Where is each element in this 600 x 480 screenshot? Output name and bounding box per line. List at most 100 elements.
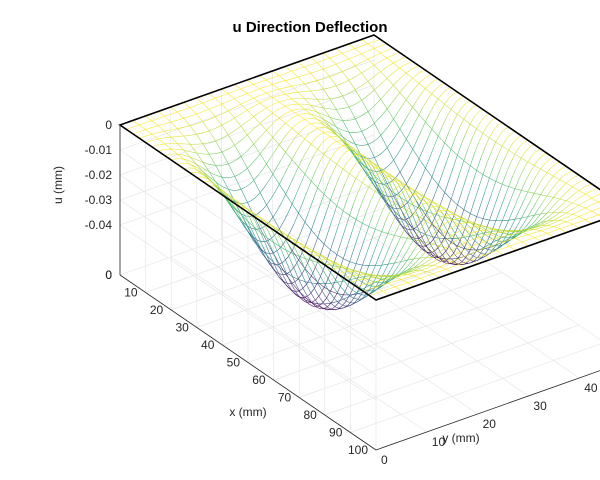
- mesh-segment: [297, 61, 305, 68]
- mesh-segment: [311, 302, 316, 307]
- mesh-segment: [396, 261, 402, 269]
- mesh-segment: [190, 156, 195, 160]
- mesh-segment: [266, 255, 272, 265]
- mesh-segment: [356, 274, 364, 280]
- mesh-segment: [583, 212, 588, 216]
- mesh-segment: [463, 160, 471, 167]
- mesh-segment: [547, 219, 554, 222]
- mesh-segment: [463, 112, 469, 120]
- mesh-segment: [428, 224, 433, 230]
- mesh-segment: [353, 191, 359, 204]
- mesh-segment: [249, 209, 255, 215]
- mesh-segment: [247, 91, 252, 94]
- mesh-segment: [397, 58, 402, 61]
- floor-grid-line-y: [373, 184, 600, 340]
- mesh-segment: [395, 187, 401, 198]
- mesh-segment: [145, 129, 153, 135]
- mesh-segment: [572, 183, 577, 188]
- mesh-segment: [585, 207, 592, 212]
- mesh-segment: [411, 271, 417, 274]
- mesh-segment: [189, 105, 195, 108]
- mesh-segment: [450, 109, 458, 115]
- mesh-segment: [422, 271, 427, 274]
- mesh-segment: [200, 131, 205, 134]
- mesh-segment: [484, 137, 490, 148]
- mesh-segment: [401, 72, 407, 77]
- mesh-segment: [311, 260, 319, 263]
- mesh-segment: [553, 197, 560, 200]
- mesh-segment: [287, 128, 293, 134]
- mesh-segment: [514, 210, 520, 220]
- mesh-segment: [336, 163, 344, 170]
- mesh-segment: [479, 229, 484, 232]
- mesh-segment: [259, 87, 265, 90]
- mesh-segment: [330, 290, 338, 294]
- mesh-segment: [328, 269, 334, 277]
- mesh-segment: [289, 223, 295, 233]
- mesh-segment: [136, 130, 142, 133]
- mesh-segment: [247, 168, 255, 181]
- mesh-segment: [521, 190, 528, 193]
- mesh-segment: [251, 215, 257, 224]
- mesh-segment: [328, 218, 333, 232]
- mesh-segment: [300, 173, 306, 185]
- mesh-segment: [377, 278, 383, 280]
- mesh-segment: [385, 183, 391, 189]
- mesh-segment: [281, 278, 287, 286]
- mesh-segment: [437, 98, 445, 105]
- mesh-segment: [241, 214, 246, 224]
- mesh-segment: [329, 74, 334, 78]
- mesh-segment: [399, 67, 407, 74]
- mesh-segment: [420, 88, 426, 95]
- mesh-segment: [245, 184, 250, 188]
- mesh-segment: [321, 167, 327, 178]
- mesh-segment: [211, 98, 216, 101]
- mesh-segment: [468, 252, 474, 255]
- mesh-segment: [224, 191, 229, 196]
- mesh-segment: [508, 143, 513, 151]
- mesh-segment: [432, 254, 437, 260]
- mesh-segment: [431, 128, 439, 137]
- mesh-segment: [576, 180, 582, 184]
- mesh-segment: [317, 187, 325, 195]
- mesh-segment: [375, 275, 380, 277]
- z-tick-label: -0.01: [85, 143, 113, 157]
- mesh-segment: [451, 259, 457, 262]
- mesh-segment: [281, 239, 287, 247]
- mesh-segment: [363, 161, 369, 170]
- mesh-segment: [453, 252, 459, 259]
- mesh-segment: [291, 151, 297, 160]
- mesh-segment: [336, 241, 342, 255]
- mesh-segment: [338, 210, 344, 224]
- mesh-segment: [402, 260, 408, 267]
- mesh-segment: [417, 192, 422, 195]
- mesh-segment: [170, 148, 178, 155]
- mesh-segment: [323, 193, 331, 201]
- mesh-segment: [470, 200, 475, 214]
- mesh-segment: [336, 306, 342, 310]
- mesh-segment: [386, 55, 392, 59]
- mesh-segment: [283, 133, 288, 139]
- mesh-segment: [429, 219, 435, 230]
- mesh-segment: [402, 192, 408, 202]
- mesh-segment: [459, 160, 465, 174]
- mesh-segment: [236, 125, 242, 130]
- mesh-segment: [394, 286, 402, 292]
- mesh-segment: [419, 197, 427, 203]
- mesh-segment: [402, 218, 407, 220]
- mesh-segment: [484, 178, 490, 191]
- mesh-segment: [382, 78, 388, 83]
- mesh-segment: [432, 253, 438, 258]
- mesh-segment: [323, 89, 331, 99]
- mesh-segment: [376, 135, 381, 140]
- mesh-segment: [521, 232, 529, 235]
- mesh-segment: [342, 168, 350, 174]
- mesh-segment: [220, 189, 225, 193]
- mesh-segment: [355, 155, 361, 164]
- mesh-segment: [278, 114, 284, 119]
- mesh-segment: [170, 137, 178, 144]
- mesh-segment: [219, 112, 225, 115]
- mesh-segment: [393, 196, 401, 209]
- mesh-segment: [387, 183, 394, 197]
- mesh-segment: [531, 201, 537, 210]
